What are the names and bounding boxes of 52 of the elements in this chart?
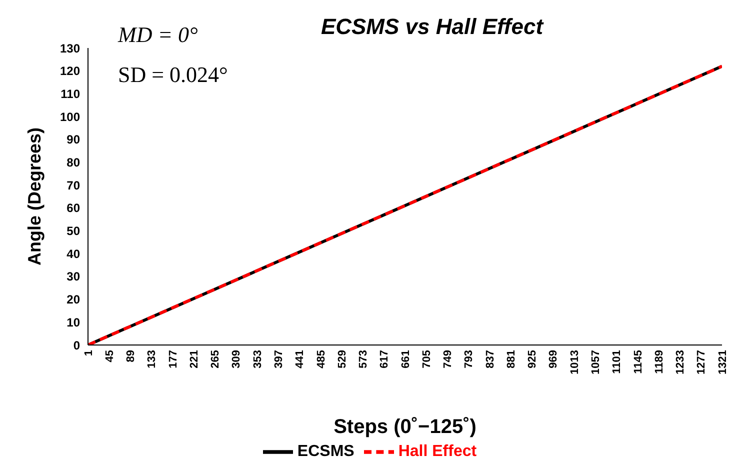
x-tick-label: 969 xyxy=(548,350,560,368)
x-tick-label: 1101 xyxy=(611,350,624,374)
x-tick-label: 837 xyxy=(484,350,496,368)
x-tick-label: 1233 xyxy=(674,350,687,374)
y-tick-label: 120 xyxy=(60,64,80,78)
x-tick-label: 573 xyxy=(358,350,370,368)
y-tick-label: 90 xyxy=(66,132,80,147)
x-tick-label: 221 xyxy=(188,350,200,368)
x-tick-label: 485 xyxy=(315,350,328,368)
x-axis-title: Steps (0˚−125˚) xyxy=(334,416,476,438)
x-tick-label: 1 xyxy=(82,350,95,356)
x-tick-label: 661 xyxy=(400,350,412,368)
x-tick-label: 1013 xyxy=(568,350,581,374)
x-tick-label: 353 xyxy=(252,350,264,368)
x-tick-label: 441 xyxy=(294,350,306,368)
y-tick-label: 130 xyxy=(60,41,80,56)
legend-label: ECSMS xyxy=(297,443,354,460)
x-tick-label: 749 xyxy=(442,350,454,368)
x-tick-label: 705 xyxy=(420,350,433,368)
x-tick-label: 397 xyxy=(273,350,286,368)
y-tick-label: 20 xyxy=(66,292,80,307)
y-tick-label: 80 xyxy=(66,155,80,170)
x-tick-label: 881 xyxy=(505,350,518,368)
x-tick-label: 177 xyxy=(167,350,180,368)
x-tick-label: 925 xyxy=(526,350,539,368)
x-tick-label: 1277 xyxy=(696,350,708,374)
annotation: SD = 0.024° xyxy=(118,62,228,88)
y-tick-label: 50 xyxy=(66,224,80,238)
y-tick-label: 60 xyxy=(66,201,80,216)
legend-label: Hall Effect xyxy=(398,443,477,460)
x-tick-label: 1057 xyxy=(590,350,602,374)
x-tick-label: 265 xyxy=(210,350,222,368)
y-tick-label: 10 xyxy=(66,315,80,330)
y-tick-label: 30 xyxy=(66,270,80,284)
x-tick-label: 1189 xyxy=(653,350,666,374)
x-tick-label: 45 xyxy=(104,350,116,362)
x-tick-label: 1145 xyxy=(632,350,644,374)
y-axis-title: Angle (Degrees) xyxy=(24,127,44,266)
x-tick-label: 309 xyxy=(230,350,243,368)
chart-title: ECSMS vs Hall Effect xyxy=(320,14,544,39)
y-tick-label: 100 xyxy=(60,110,80,124)
y-tick-label: 110 xyxy=(60,86,80,101)
x-tick-label: 133 xyxy=(146,350,158,368)
text: MD = 0° xyxy=(118,22,198,48)
x-tick-label: 793 xyxy=(463,350,476,368)
y-tick-label: 40 xyxy=(66,246,80,261)
x-tick-label: 617 xyxy=(378,350,391,368)
x-tick-label: 89 xyxy=(125,350,138,362)
y-tick-label: 0 xyxy=(73,338,80,352)
x-tick-label: 529 xyxy=(336,350,348,368)
x-tick-label: 1321 xyxy=(716,350,729,374)
y-tick-label: 70 xyxy=(66,178,80,192)
